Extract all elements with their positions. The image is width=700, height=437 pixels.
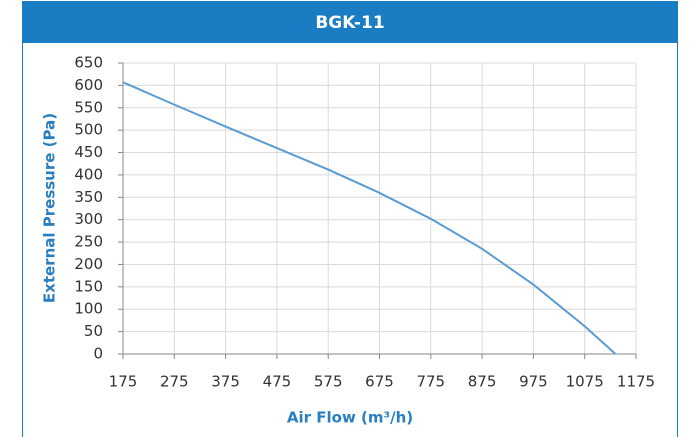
y-tick-label: 150 — [74, 277, 103, 295]
x-tick-label: 375 — [211, 373, 240, 391]
header-bar — [22, 1, 678, 43]
y-tick-label: 50 — [84, 322, 103, 340]
y-tick-label: 200 — [74, 255, 103, 273]
y-tick-label: 400 — [74, 165, 103, 183]
y-tick-label: 450 — [74, 143, 103, 161]
y-tick-label: 250 — [74, 233, 103, 251]
x-tick-label: 675 — [365, 373, 394, 391]
y-tick-label: 650 — [74, 54, 103, 72]
y-tick-label: 500 — [74, 121, 103, 139]
x-tick-label: 275 — [160, 373, 189, 391]
x-tick-label: 775 — [416, 373, 445, 391]
y-tick-label: 350 — [74, 188, 103, 206]
y-tick-label: 0 — [93, 345, 103, 363]
y-tick-label: 550 — [74, 98, 103, 116]
x-axis-title: Air Flow (m³/h) — [287, 409, 413, 427]
x-tick-label: 175 — [109, 373, 138, 391]
x-tick-label: 475 — [263, 373, 292, 391]
chart-title: BGK-11 — [315, 13, 384, 33]
x-tick-label: 975 — [519, 373, 548, 391]
x-tick-label: 875 — [468, 373, 497, 391]
y-tick-label: 600 — [74, 76, 103, 94]
x-tick-label: 575 — [314, 373, 343, 391]
y-tick-label: 100 — [74, 300, 103, 318]
y-axis-title: External Pressure (Pa) — [41, 113, 59, 303]
x-tick-label: 1175 — [617, 373, 655, 391]
data-line — [122, 81, 617, 355]
y-tick-label: 300 — [74, 210, 103, 228]
x-tick-label: 1075 — [566, 373, 604, 391]
